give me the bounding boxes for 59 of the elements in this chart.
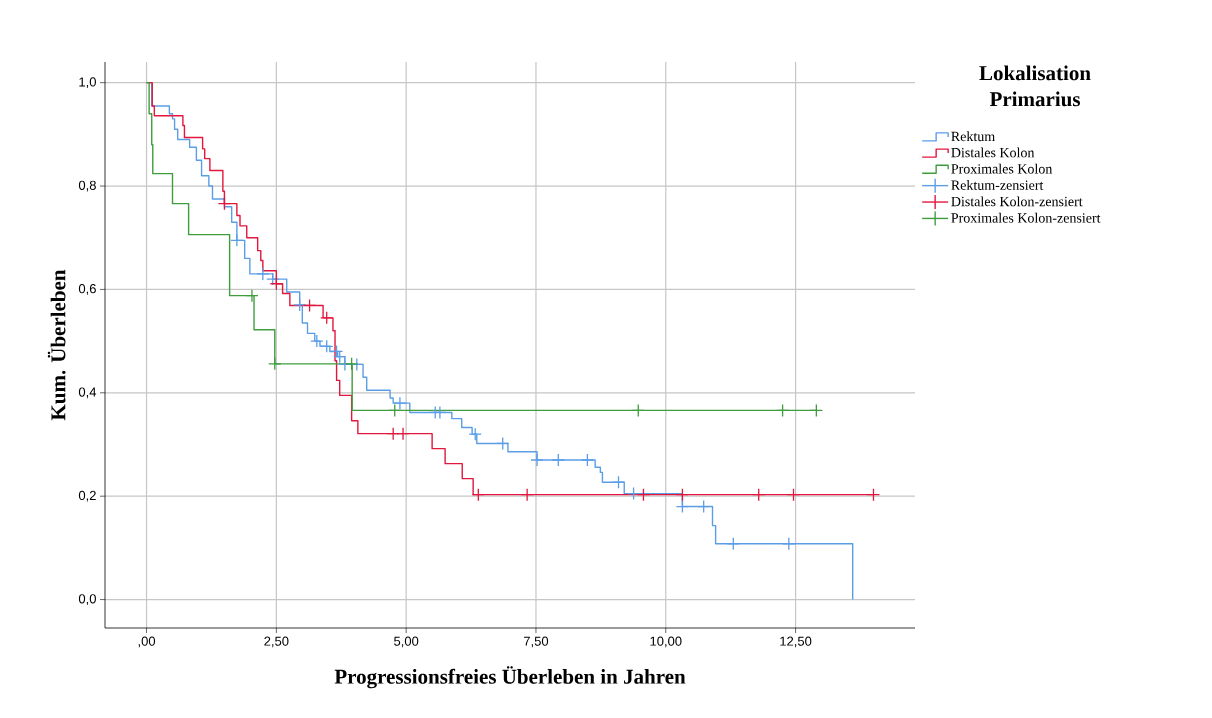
point bbox=[636, 487, 651, 502]
y-tick-label: 0,8 bbox=[78, 180, 96, 192]
y-axis-title: Kum. Überleben bbox=[47, 269, 66, 421]
point bbox=[866, 487, 881, 502]
x-tick-label: 7,50 bbox=[523, 636, 549, 648]
point bbox=[580, 453, 595, 467]
point bbox=[293, 298, 307, 312]
point bbox=[386, 427, 400, 441]
point bbox=[468, 427, 482, 441]
point bbox=[310, 334, 324, 348]
point bbox=[809, 403, 823, 418]
y-tick-label: 0,0 bbox=[78, 594, 96, 605]
point bbox=[217, 196, 232, 211]
point bbox=[344, 357, 359, 371]
point bbox=[256, 267, 270, 281]
point bbox=[675, 487, 690, 502]
x-axis-title: Progressionsfreies Überleben in Jahren bbox=[334, 666, 686, 689]
legend-label: Proximales Kolon-zensiert bbox=[951, 212, 1101, 223]
point bbox=[266, 272, 280, 286]
point bbox=[520, 487, 534, 502]
point bbox=[782, 537, 796, 551]
point bbox=[388, 403, 402, 418]
x-tick-label: ,00 bbox=[138, 636, 156, 648]
point bbox=[697, 499, 711, 514]
legend-label: Rektum bbox=[951, 131, 995, 142]
x-tick-label: 10,00 bbox=[650, 636, 682, 648]
x-tick-label: 5,00 bbox=[394, 636, 419, 648]
point bbox=[471, 487, 485, 502]
point bbox=[302, 298, 317, 313]
y-tick-label: 0,6 bbox=[78, 284, 96, 295]
x-tick-label: 2,50 bbox=[264, 636, 289, 648]
y-tick-label: 1,0 bbox=[79, 77, 96, 89]
legend-label: Proximales Kolon bbox=[951, 163, 1053, 174]
legend-label: Distales Kolon-zensiert bbox=[951, 196, 1083, 207]
point bbox=[320, 339, 334, 353]
legend-label: Rektum-zensiert bbox=[951, 180, 1044, 190]
point bbox=[496, 436, 510, 451]
point bbox=[530, 453, 544, 467]
point bbox=[752, 487, 766, 502]
x-tick-label: 12,50 bbox=[780, 636, 812, 648]
point bbox=[433, 405, 447, 420]
point bbox=[396, 427, 410, 441]
point bbox=[786, 487, 801, 502]
point bbox=[611, 475, 626, 489]
point bbox=[268, 357, 282, 371]
point bbox=[245, 288, 259, 303]
point bbox=[269, 277, 283, 291]
point bbox=[726, 537, 740, 551]
legend-title: Lokalisation Primarius bbox=[979, 65, 1091, 107]
point bbox=[393, 396, 407, 410]
y-tick-label: 0,2 bbox=[78, 490, 96, 502]
y-tick-label: 0,4 bbox=[78, 387, 97, 399]
point bbox=[551, 453, 565, 467]
point bbox=[775, 403, 790, 418]
point bbox=[320, 311, 334, 325]
point bbox=[675, 499, 690, 514]
legend-label: Distales Kolon bbox=[951, 147, 1035, 158]
point bbox=[631, 403, 645, 418]
point bbox=[230, 233, 244, 247]
